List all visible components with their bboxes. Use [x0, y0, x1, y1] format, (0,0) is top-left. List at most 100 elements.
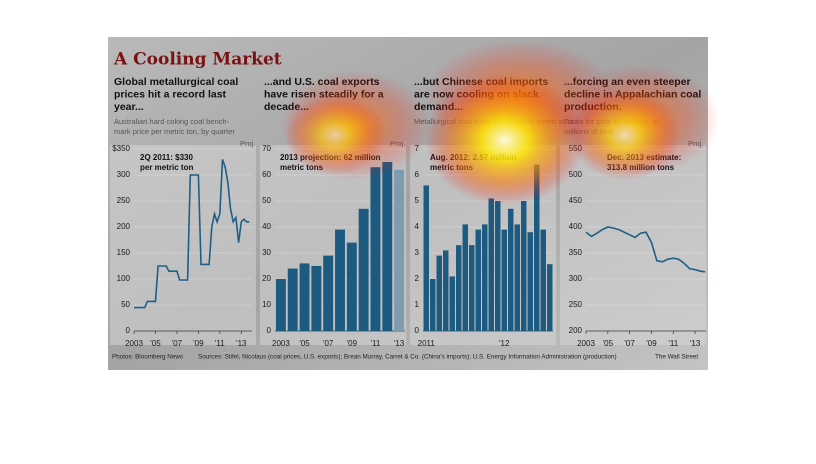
bar: [482, 224, 488, 331]
y-tick-label: 300: [117, 170, 131, 179]
y-tick-label: 7: [415, 144, 420, 153]
bar: [430, 279, 436, 331]
bar: [540, 229, 546, 331]
y-tick-label: 50: [121, 300, 130, 309]
bar: [287, 268, 298, 331]
x-tick-label: '09: [347, 339, 358, 348]
chart-heading: year...: [114, 101, 144, 113]
line-series: [585, 226, 706, 273]
y-tick-label: 50: [262, 196, 271, 205]
chart-heading: prices hit a record last: [114, 88, 227, 100]
chart-heading: decline in Appalachian coal: [564, 88, 701, 100]
chart-subtitle: millions of tons: [564, 127, 614, 136]
y-tick-label: 150: [117, 248, 131, 257]
y-tick-label: 0: [267, 326, 272, 335]
y-tick-label: $350: [112, 144, 130, 153]
annotation: metric tons: [280, 163, 324, 172]
bar: [275, 279, 286, 331]
y-tick-label: 5: [415, 196, 420, 205]
y-tick-label: 200: [117, 222, 131, 231]
x-tick-label: '12: [499, 339, 510, 348]
y-tick-label: 350: [569, 248, 583, 257]
y-tick-label: 0: [126, 326, 131, 335]
bar: [335, 229, 345, 331]
x-tick-label: '13: [236, 339, 247, 348]
chart-heading: are now cooling on slack: [414, 88, 539, 100]
chart-subtitle: Totals for prior 12 months, in: [564, 117, 659, 126]
x-tick-label: '07: [323, 339, 334, 348]
y-tick-label: 250: [569, 300, 583, 309]
bar: [311, 266, 322, 331]
bar: [501, 229, 507, 331]
y-tick-label: 0: [415, 326, 420, 335]
chart-subtitle: mark price per metric ton, by quarter: [114, 127, 235, 136]
y-tick-label: 550: [569, 144, 583, 153]
bar: [495, 201, 501, 331]
y-tick-label: 4: [415, 222, 420, 231]
y-tick-label: 60: [262, 170, 271, 179]
bar: [323, 255, 334, 331]
x-tick-label: 2003: [577, 339, 595, 348]
y-tick-label: 3: [415, 248, 420, 257]
chart-heading: demand...: [414, 101, 463, 113]
bar: [370, 167, 381, 331]
chart-heading: ...forcing an even steeper: [564, 76, 691, 88]
line-series: [134, 159, 250, 309]
y-tick-label: 20: [262, 274, 271, 283]
annotation: Aug. 2012: 2.57 million: [430, 153, 516, 162]
y-tick-label: 70: [262, 144, 271, 153]
y-tick-label: 100: [117, 274, 131, 283]
bar: [514, 224, 520, 331]
x-tick-label: '11: [371, 339, 381, 348]
annotation: 2Q 2011: $330: [140, 153, 193, 162]
y-tick-label: 40: [262, 222, 271, 231]
bar: [358, 208, 369, 331]
y-tick-label: 1: [415, 300, 420, 309]
projection-note: Proj.: [688, 139, 703, 148]
y-tick-label: 300: [569, 274, 583, 283]
bar: [456, 245, 462, 331]
x-tick-label: '09: [193, 339, 204, 348]
chart-heading: Global metallurgical coal: [114, 76, 238, 88]
credit: The Wall Street: [655, 354, 698, 361]
bar: [469, 245, 475, 331]
x-tick-label: 2011: [418, 339, 436, 348]
chart-subtitle: Australian hard coking coal bench-: [114, 117, 230, 126]
bar: [534, 164, 540, 331]
bar: [423, 185, 429, 331]
y-tick-label: 200: [569, 326, 583, 335]
bar: [475, 229, 481, 331]
bar: [449, 276, 455, 331]
bar: [547, 264, 553, 331]
bar: [488, 198, 494, 331]
y-tick-label: 10: [262, 300, 271, 309]
y-tick-label: 2: [415, 274, 420, 283]
bar: [382, 162, 393, 331]
x-tick-label: '09: [646, 339, 657, 348]
x-tick-label: '07: [624, 339, 635, 348]
bar: [521, 201, 527, 331]
annotation: Dec. 2013 estimate:: [607, 153, 681, 162]
annotation: per metric ton: [140, 163, 193, 172]
title: A Cooling Market: [113, 50, 282, 70]
bar: [508, 208, 514, 331]
x-tick-label: '07: [172, 339, 183, 348]
bar: [527, 232, 533, 331]
x-tick-label: 2003: [272, 339, 290, 348]
y-tick-label: 250: [117, 196, 131, 205]
bar: [443, 250, 449, 331]
panel: [110, 145, 256, 345]
x-tick-label: '11: [668, 339, 678, 348]
chart-subtitle: Metallurgical coal trade in millions of …: [414, 117, 573, 126]
chart-heading: production.: [564, 101, 622, 113]
chart-heading: have risen steadily for a: [264, 88, 384, 100]
x-tick-label: '05: [150, 339, 161, 348]
y-tick-label: 400: [569, 222, 583, 231]
x-tick-label: '13: [690, 339, 701, 348]
chart-heading: ...and U.S. coal exports: [264, 76, 380, 88]
sources: Sources: Stifel, Nicolaus (coal prices, …: [198, 354, 617, 361]
y-tick-label: 6: [415, 170, 420, 179]
projection-note: Proj.: [240, 139, 255, 148]
chart-heading: ...but Chinese coal imports: [414, 76, 548, 88]
